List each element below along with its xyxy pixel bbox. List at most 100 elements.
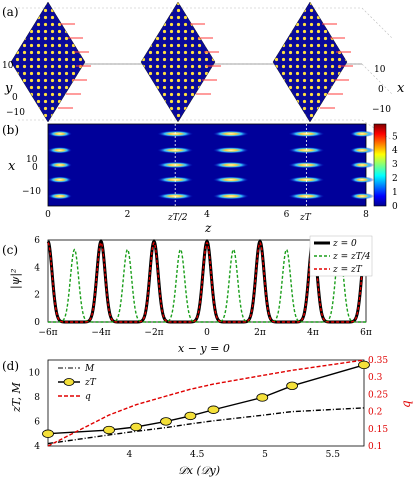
c-ytick-label: 0 <box>34 318 40 328</box>
d-zT-marker <box>256 393 269 402</box>
c-ytick-label: 2 <box>34 291 40 301</box>
c-xtick-label: −4π <box>91 328 110 338</box>
b-x-axis-label: z <box>204 221 212 235</box>
panel-b-label: (b) <box>2 123 19 137</box>
heatmap-spot <box>350 176 375 183</box>
d-xtick-label: 4 <box>127 450 133 460</box>
panel-c-label: (c) <box>2 243 18 257</box>
d-ytick-left-label: 8 <box>34 393 40 403</box>
b-xtick-label: 8 <box>363 210 369 220</box>
colorbar-tick-label: 1 <box>392 188 398 198</box>
d-ytick-right-label: 0.35 <box>368 356 388 366</box>
a-x-axis-label: x <box>397 81 405 96</box>
colorbar-tick-label: 0 <box>392 202 398 212</box>
c-legend-z0: z = 0 <box>332 239 357 249</box>
c-xtick-label: 4π <box>307 328 319 338</box>
colorbar <box>373 123 387 207</box>
d-zT-marker <box>42 429 54 438</box>
d-zT-marker <box>130 422 143 432</box>
d-zT-marker <box>160 417 172 426</box>
heatmap-spot <box>350 130 375 138</box>
a-ytick-10: 10 <box>2 61 14 71</box>
d-zT-marker <box>207 405 220 414</box>
c-x-axis-label: x − y = 0 <box>178 342 230 355</box>
colorbar-tick-label: 5 <box>392 132 398 142</box>
heatmap-spot <box>212 192 249 200</box>
heatmap-spot <box>288 176 325 183</box>
d-zT-marker <box>103 425 115 435</box>
panel-c: (c) 6 4 2 0 −6π −4π −2π 0 2π 4π 6π |ψ|² x − y = 0… <box>2 235 373 355</box>
c-xtick-label: 2π <box>254 328 266 338</box>
heatmap-spot <box>47 130 72 138</box>
c-ytick-label: 4 <box>34 263 40 273</box>
d-legend: M zT q <box>58 364 97 402</box>
panel-a-label: (a) <box>2 5 19 19</box>
heatmap-spot <box>157 147 194 154</box>
heatmap-spot <box>157 176 194 183</box>
d-legend-zT: zT <box>84 378 97 388</box>
b-ytick-0: 0 <box>32 163 38 173</box>
panel-d-label: (d) <box>2 359 19 373</box>
b-marker-label-half: zT/2 <box>167 213 188 223</box>
c-y-axis-label: |ψ|² <box>9 269 23 289</box>
c-xtick-label: −6π <box>38 328 57 338</box>
d-xtick-label: 5.5 <box>326 450 341 460</box>
d-zT-marker <box>286 381 299 390</box>
d-xtick-label: 4.5 <box>190 450 205 460</box>
heatmap-spot <box>47 161 72 169</box>
c-legend: z = 0 z = zT/4 z = zT <box>309 235 373 277</box>
a-xtick-neg10: −10 <box>372 105 391 115</box>
d-xtick-label: 5 <box>262 450 268 460</box>
c-xtick-label: 6π <box>360 328 372 338</box>
d-y-left-label: zT, M <box>10 381 23 413</box>
heatmap-spot <box>350 192 375 200</box>
d-ytick-right-label: 0.3 <box>368 373 383 383</box>
b-ytick-neg10: −10 <box>22 187 41 197</box>
panel-a: (a) <box>2 1 405 141</box>
d-y-right-label: q <box>399 400 413 408</box>
d-ytick-right-label: 0.25 <box>368 390 388 400</box>
heatmap-spot <box>47 192 72 200</box>
d-ytick-right-label: 0.2 <box>368 408 382 418</box>
c-legend-zT: z = zT <box>332 265 363 275</box>
b-ytick-10: 10 <box>26 155 38 165</box>
heatmap-spot <box>212 130 249 138</box>
d-zT-marker <box>358 360 370 370</box>
b-x-ticks: 0 2 4 6 8 <box>45 210 369 220</box>
d-ytick-right-label: 0.1 <box>368 442 382 452</box>
colorbar-ticks: 5 4 3 2 1 0 <box>392 132 398 212</box>
d-series-line <box>47 359 365 447</box>
d-y-ticks-left: 10 8 6 4 <box>29 368 41 452</box>
d-legend-M: M <box>84 364 95 374</box>
a-y-axis-label: y <box>4 81 13 96</box>
panel-d: (d) 4 4.5 5 5.5 10 8 6 4 0.35 0.3 0.25 0.2 0.15 0.1… <box>2 356 413 477</box>
c-legend-zT4: z = zT/4 <box>332 252 371 262</box>
b-xtick-label: 2 <box>125 210 131 220</box>
diamond-2 <box>140 1 221 123</box>
diamond-3 <box>272 1 353 123</box>
d-y-ticks-right: 0.35 0.3 0.25 0.2 0.15 0.1 <box>368 356 388 452</box>
heatmap-spot <box>288 147 325 154</box>
c-series-line <box>47 241 367 323</box>
d-series-line <box>47 364 365 435</box>
a-ytick-0: 0 <box>12 93 18 103</box>
d-x-axis-label: 𝒟x (𝒟y) <box>178 464 220 477</box>
b-marker-label-full: zT <box>299 213 312 223</box>
c-xtick-label: −2π <box>144 328 163 338</box>
d-legend-q: q <box>85 392 91 402</box>
a-xtick-10: 10 <box>374 65 386 75</box>
heatmap-spot <box>212 161 249 169</box>
c-series-line <box>48 248 366 323</box>
b-xtick-label: 4 <box>204 210 210 220</box>
a-ytick-neg10: −10 <box>6 108 25 118</box>
d-ytick-right-label: 0.15 <box>368 425 388 435</box>
colorbar-tick-label: 3 <box>392 160 398 170</box>
c-xtick-label: 0 <box>204 328 210 338</box>
heatmap-spot <box>350 161 375 169</box>
d-ytick-left-label: 10 <box>29 368 41 378</box>
heatmap-spot <box>47 176 72 183</box>
heatmap-spot <box>350 147 375 154</box>
heatmap-markers <box>174 124 307 206</box>
